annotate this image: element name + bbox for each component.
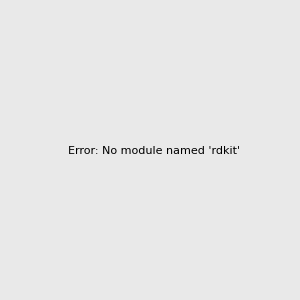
Text: Error: No module named 'rdkit': Error: No module named 'rdkit' bbox=[68, 146, 240, 157]
